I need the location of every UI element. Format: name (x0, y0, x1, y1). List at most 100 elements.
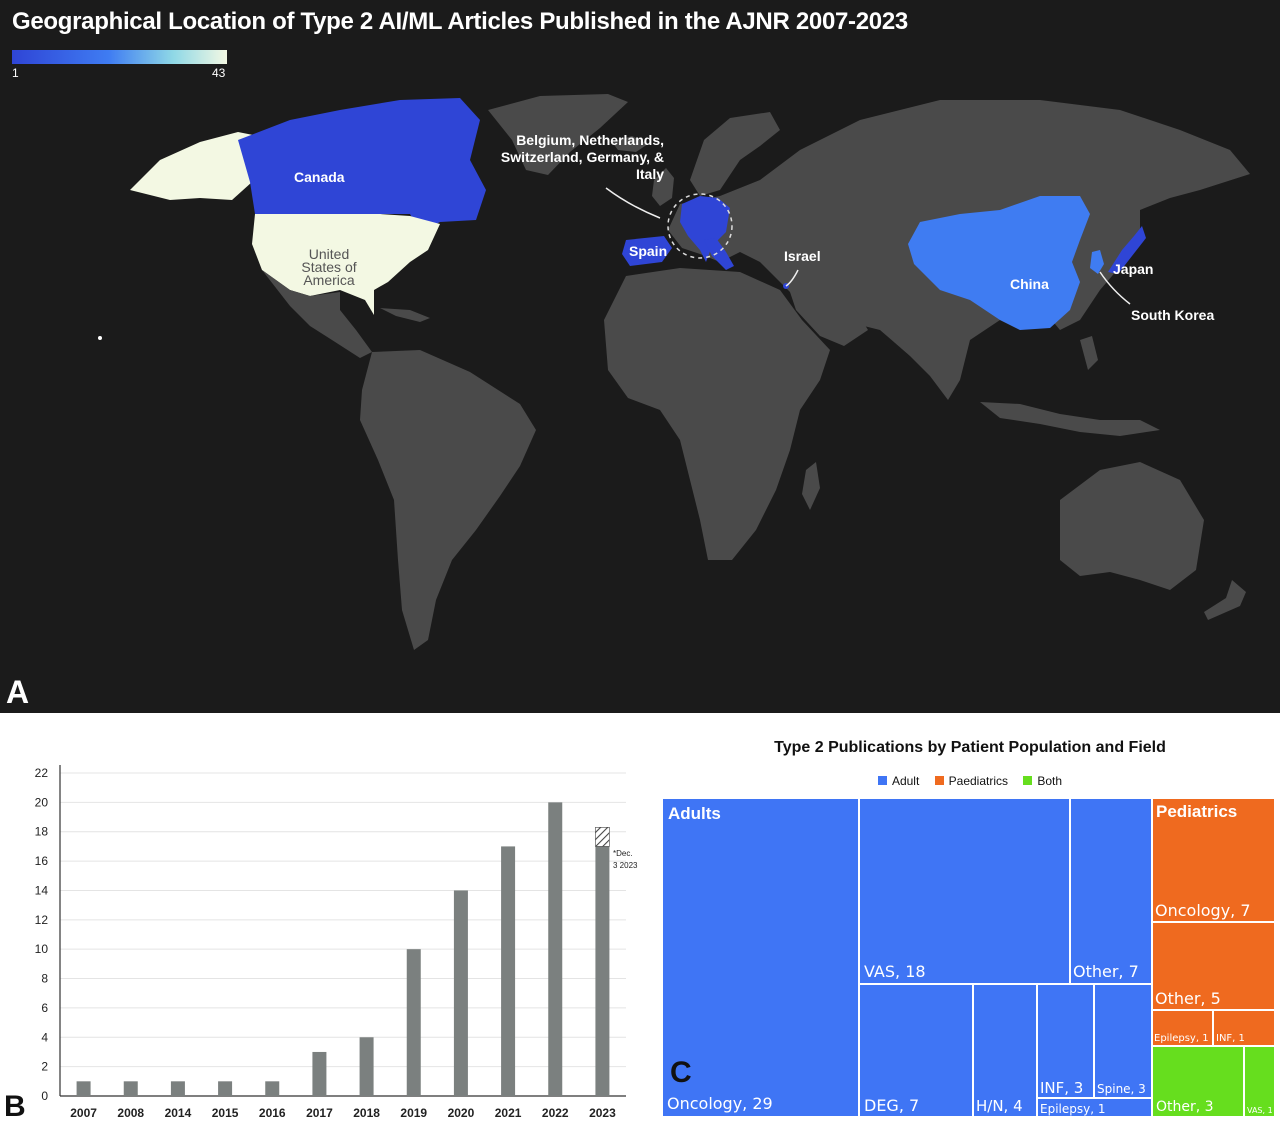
x-tick-label: 2021 (495, 1106, 522, 1120)
europe-pointer-arrow (605, 187, 661, 219)
y-tick-label: 18 (35, 825, 49, 839)
group-label-adults: Adults (668, 804, 721, 823)
x-tick-label: 2022 (542, 1106, 569, 1120)
treemap-tile: INF, 1 (1212, 1009, 1276, 1047)
land-greenland (488, 94, 628, 175)
treemap-title: Type 2 Publications by Patient Populatio… (774, 739, 1166, 756)
land-mexico (262, 270, 372, 358)
label-japan: Japan (1113, 261, 1154, 277)
land-alaska (130, 132, 268, 200)
x-tick-label: 2020 (448, 1106, 475, 1120)
tile-label: H/N, 4 (976, 1097, 1023, 1115)
label-europe: Belgium, Netherlands, Switzerland, Germa… (500, 132, 664, 183)
tile-label: INF, 1 (1216, 1033, 1245, 1044)
y-tick-label: 10 (35, 942, 49, 956)
legend-swatch (934, 776, 944, 785)
y-tick-label: 6 (41, 1001, 48, 1015)
label-south-korea: South Korea (1131, 307, 1215, 323)
treemap-tile: VAS, 18 (858, 797, 1071, 985)
y-tick-label: 20 (35, 795, 49, 809)
land-uk (652, 168, 674, 206)
treemap: Oncology, 29 Adults VAS, 18 Other, 7 DEG… (660, 713, 1280, 1121)
land-madagascar (802, 462, 820, 510)
tile-label: Other, 5 (1155, 989, 1221, 1008)
bar (312, 1051, 327, 1096)
y-tick-label: 16 (35, 854, 49, 868)
bar (170, 1081, 185, 1096)
bar (359, 1037, 374, 1096)
map-title: Geographical Location of Type 2 AI/ML Ar… (12, 8, 908, 35)
land-indonesia (980, 402, 1160, 436)
land-china (908, 196, 1090, 330)
land-south-korea (1090, 250, 1104, 274)
bar (123, 1081, 138, 1096)
tile-label: Oncology, 7 (1155, 901, 1251, 920)
bar (265, 1081, 280, 1096)
europe-highlight-circle (667, 193, 733, 259)
land-scandinavia (690, 112, 780, 196)
y-tick-label: 22 (35, 766, 49, 780)
annotation-line: 3 2023 (613, 861, 638, 870)
land-australia (1060, 462, 1204, 590)
y-tick-label: 12 (35, 913, 49, 927)
treemap-legend: Adult Paediatrics Both (660, 774, 1280, 788)
tile-label: VAS, 1 (1247, 1106, 1273, 1115)
map-panel: Geographical Location of Type 2 AI/ML Ar… (0, 0, 1280, 713)
panel-letter-b: B (4, 1090, 26, 1123)
x-tick-label: 2014 (165, 1106, 192, 1120)
tile-label: VAS, 18 (864, 962, 926, 981)
legend-label: Both (1037, 774, 1063, 788)
land-new-zealand (1204, 580, 1246, 620)
x-tick-label: 2018 (353, 1106, 380, 1120)
legend-swatch (1023, 776, 1033, 785)
bar (501, 846, 516, 1096)
treemap-tile: DEG, 7 (858, 983, 974, 1118)
south-korea-pointer-arrow (1099, 271, 1131, 305)
y-tick-labels: 0 2 4 6 8 10 12 14 16 18 20 22 (35, 766, 49, 1103)
label-canada: Canada (294, 169, 345, 185)
treemap-tile: Epilepsy, 1 (1036, 1097, 1153, 1118)
treemap-tile: H/N, 4 (972, 983, 1038, 1118)
group-label-pediatrics: Pediatrics (1156, 802, 1238, 821)
panel-letter-a: A (6, 674, 30, 710)
land-caribbean (380, 308, 430, 322)
annotation-line: *Dec. (613, 849, 633, 858)
gridlines (60, 772, 626, 1068)
land-arabia (786, 280, 868, 346)
tile-label: Spine, 3 (1097, 1082, 1146, 1096)
treemap-panel: Type 2 Publications by Patient Populatio… (660, 713, 1280, 1121)
land-japan (1108, 226, 1146, 274)
land-spain (622, 236, 672, 266)
x-tick-label: 2017 (306, 1106, 333, 1120)
tile-label: Epilepsy, 1 (1040, 1102, 1106, 1116)
y-tick-label: 0 (41, 1089, 48, 1103)
israel-pointer-arrow (785, 269, 799, 287)
bar-projection (595, 827, 610, 847)
tile-label: DEG, 7 (864, 1096, 920, 1115)
land-western-europe (680, 196, 730, 262)
axes (59, 765, 626, 1097)
tile-label: INF, 3 (1040, 1079, 1084, 1097)
x-tick-label: 2008 (117, 1106, 144, 1120)
land-south-america (360, 350, 536, 650)
label-europe-line: Switzerland, Germany, & (500, 149, 664, 165)
panel-letter-c: C (670, 1056, 692, 1089)
treemap-tile: Oncology, 7 (1151, 797, 1276, 923)
scale-min-label: 1 (12, 66, 19, 80)
land-canada (238, 98, 486, 232)
bar (76, 1081, 91, 1096)
tile-label: Oncology, 29 (667, 1094, 773, 1113)
treemap-tile: Epilepsy, 1 (1151, 1009, 1214, 1047)
scale-max-label: 43 (212, 66, 226, 80)
treemap-tile: VAS, 1 (1243, 1045, 1276, 1118)
legend-label: Paediatrics (948, 774, 1009, 788)
bar (548, 802, 563, 1096)
y-tick-label: 14 (35, 883, 49, 897)
label-usa-line: America (303, 272, 355, 288)
land-usa (252, 214, 440, 315)
tile-label: Other, 3 (1156, 1099, 1214, 1115)
legend-item: Both (1023, 774, 1062, 788)
label-usa-line: States of (301, 259, 357, 275)
x-tick-label: 2016 (259, 1106, 286, 1120)
